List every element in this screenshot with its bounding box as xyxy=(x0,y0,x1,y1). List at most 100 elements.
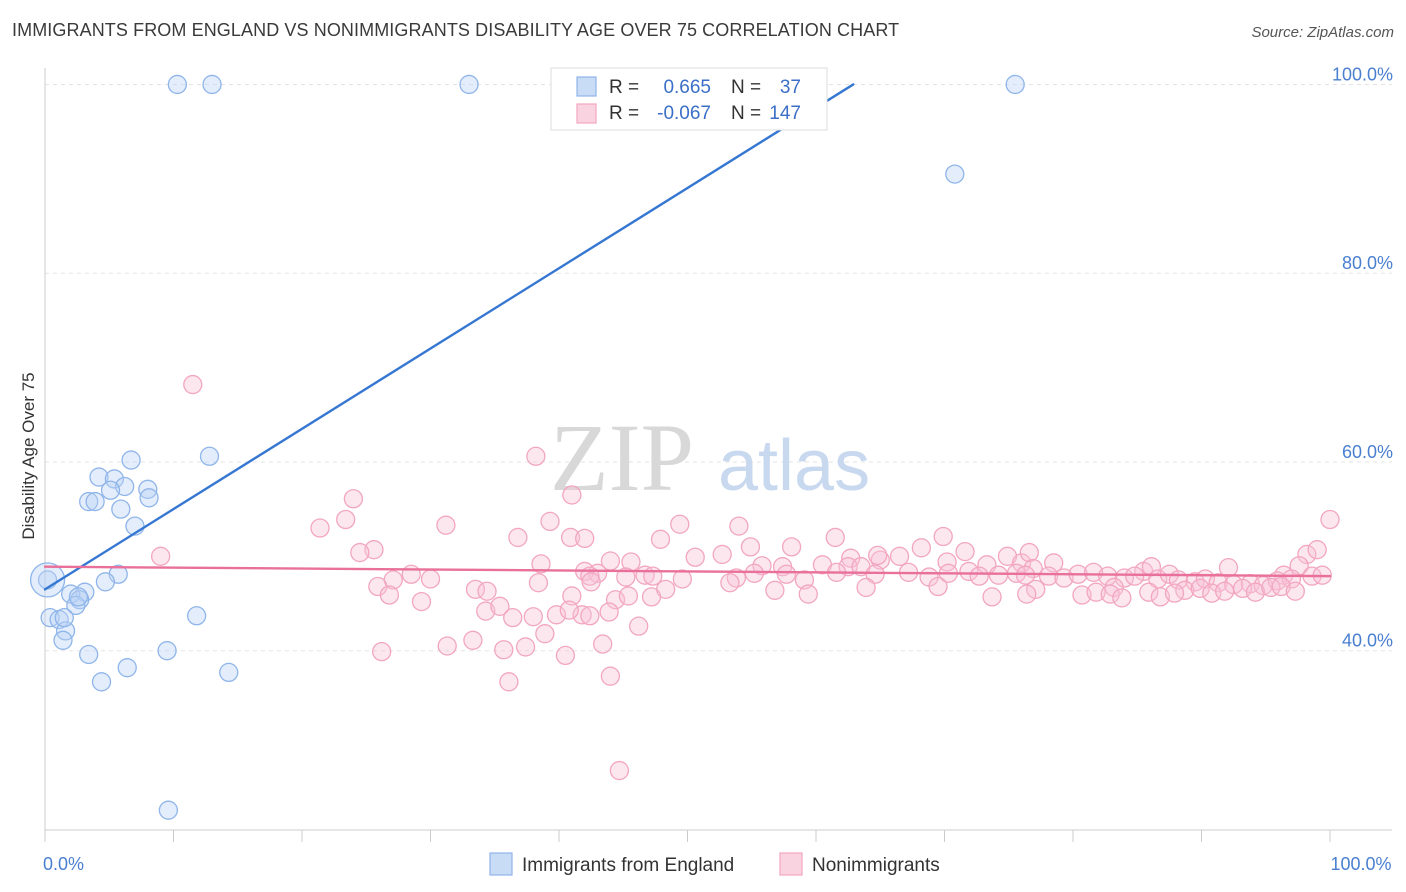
point-immigrants xyxy=(68,587,89,607)
y-tick-label: 40.0% xyxy=(1342,631,1393,651)
point-nonimmigrants xyxy=(379,585,400,605)
legend-label-nonimmigrants: Nonimmigrants xyxy=(812,855,940,876)
point-nonimmigrants xyxy=(712,544,732,565)
watermark-atlas: atlas xyxy=(718,426,870,506)
axes xyxy=(44,68,1392,842)
point-nonimmigrants xyxy=(928,576,948,597)
stat-n-value-nonimmigrants: 147 xyxy=(769,103,801,124)
point-nonimmigrants xyxy=(490,596,510,616)
point-nonimmigrants xyxy=(364,540,384,560)
legend-label-immigrants: Immigrants from England xyxy=(522,855,734,876)
point-immigrants xyxy=(139,488,159,508)
point-nonimmigrants xyxy=(794,570,815,590)
point-nonimmigrants xyxy=(982,587,1002,607)
x-tick-label: 0.0% xyxy=(43,854,84,874)
point-nonimmigrants xyxy=(526,446,546,466)
point-immigrants xyxy=(121,450,141,470)
legend-swatch-immigrants xyxy=(489,852,513,876)
point-nonimmigrants xyxy=(599,602,619,622)
point-nonimmigrants xyxy=(310,518,330,538)
point-nonimmigrants xyxy=(411,591,432,612)
x-tick-label: 100.0% xyxy=(1330,854,1391,874)
stats-legend-frame xyxy=(550,67,828,131)
point-nonimmigrants xyxy=(463,630,483,650)
point-nonimmigrants xyxy=(150,546,171,566)
point-nonimmigrants xyxy=(1190,578,1210,599)
point-nonimmigrants xyxy=(776,564,797,584)
point-nonimmigrants xyxy=(616,567,636,587)
y-axis-label: Disability Age Over 75 xyxy=(19,372,38,539)
point-immigrants xyxy=(158,800,179,820)
point-immigrants xyxy=(199,446,220,466)
point-nonimmigrants xyxy=(868,545,888,566)
stat-r-value-immigrants: 0.665 xyxy=(663,77,711,98)
point-nonimmigrants xyxy=(535,624,555,644)
point-nonimmigrants xyxy=(798,584,818,604)
point-nonimmigrants xyxy=(1150,587,1171,607)
point-nonimmigrants xyxy=(672,569,693,589)
point-nonimmigrants xyxy=(1112,588,1132,608)
point-immigrants xyxy=(1005,74,1025,95)
point-nonimmigrants xyxy=(436,515,456,535)
point-nonimmigrants xyxy=(336,509,356,530)
point-nonimmigrants xyxy=(670,514,690,534)
point-nonimmigrants xyxy=(562,586,582,606)
point-nonimmigrants xyxy=(1245,582,1266,602)
point-nonimmigrants xyxy=(575,528,595,549)
point-nonimmigrants xyxy=(1026,579,1046,599)
point-nonimmigrants xyxy=(515,637,536,657)
point-immigrants xyxy=(111,499,131,519)
point-immigrants xyxy=(79,491,99,512)
point-immigrants xyxy=(79,644,99,665)
stat-n-value-immigrants: 37 xyxy=(780,77,801,98)
point-nonimmigrants xyxy=(1015,565,1036,585)
point-nonimmigrants xyxy=(1019,542,1039,563)
point-nonimmigrants xyxy=(1297,544,1317,565)
stats-legend: R = 0.665 N = 37 R = -0.067 N = 147 xyxy=(550,67,828,131)
point-nonimmigrants xyxy=(933,526,953,547)
stat-r-label-immigrants: R = xyxy=(609,77,639,98)
point-nonimmigrants xyxy=(528,573,549,593)
point-nonimmigrants xyxy=(744,563,764,583)
point-nonimmigrants xyxy=(1164,583,1185,603)
point-nonimmigrants xyxy=(959,561,979,582)
y-tick-label: 80.0% xyxy=(1342,253,1393,273)
point-nonimmigrants xyxy=(865,564,885,584)
point-nonimmigrants xyxy=(350,542,370,563)
source-credit: Source: ZipAtlas.com xyxy=(1251,24,1394,41)
point-nonimmigrants xyxy=(650,529,671,549)
point-nonimmigrants xyxy=(889,546,910,566)
point-immigrants xyxy=(219,662,239,683)
point-nonimmigrants xyxy=(629,616,649,636)
trend-line-nonimmigrants xyxy=(43,565,1332,578)
point-nonimmigrants xyxy=(1218,557,1239,578)
point-immigrants xyxy=(54,608,74,628)
point-immigrants xyxy=(157,641,177,661)
point-nonimmigrants xyxy=(1261,577,1281,598)
point-nonimmigrants xyxy=(1214,581,1235,601)
point-nonimmigrants xyxy=(523,607,543,627)
point-nonimmigrants xyxy=(740,537,761,557)
point-immigrants xyxy=(53,630,73,650)
point-nonimmigrants xyxy=(503,608,523,628)
point-nonimmigrants xyxy=(1125,566,1145,586)
x-tick-labels: 0.0% 100.0% xyxy=(43,854,1392,874)
point-nonimmigrants xyxy=(562,485,582,505)
point-nonimmigrants xyxy=(1083,562,1104,583)
point-nonimmigrants xyxy=(618,586,639,606)
point-nonimmigrants xyxy=(540,511,560,532)
point-nonimmigrants xyxy=(1281,569,1302,589)
point-nonimmigrants xyxy=(508,527,528,548)
point-nonimmigrants xyxy=(437,636,457,656)
stat-r-value-nonimmigrants: -0.067 xyxy=(657,103,711,124)
point-nonimmigrants xyxy=(1320,509,1340,530)
chart-title: IMMIGRANTS FROM ENGLAND VS NONIMMIGRANTS… xyxy=(12,20,900,40)
stats-swatch-nonimmigrants xyxy=(576,103,597,124)
point-nonimmigrants xyxy=(911,538,932,558)
point-nonimmigrants xyxy=(600,666,621,686)
point-nonimmigrants xyxy=(1017,584,1037,604)
grid xyxy=(45,83,1392,652)
point-nonimmigrants xyxy=(856,577,876,598)
point-immigrants xyxy=(459,74,479,95)
